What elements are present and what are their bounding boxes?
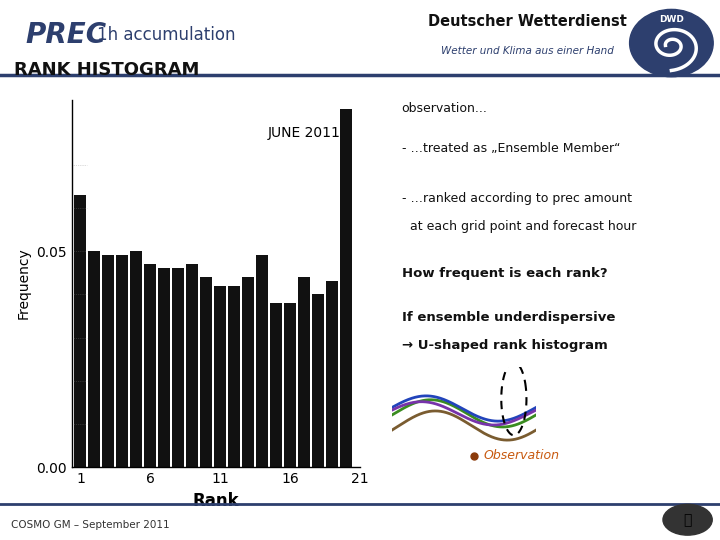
- Circle shape: [663, 504, 712, 535]
- Bar: [284, 303, 296, 467]
- Bar: [256, 255, 268, 467]
- Bar: [215, 286, 226, 467]
- Text: How frequent is each rank?: How frequent is each rank?: [402, 267, 607, 280]
- Bar: [200, 277, 212, 467]
- Bar: [117, 255, 128, 467]
- Text: Deutscher Wetterdienst: Deutscher Wetterdienst: [428, 15, 627, 29]
- Bar: [172, 268, 184, 467]
- Text: 🦅: 🦅: [683, 513, 692, 526]
- Bar: [326, 281, 338, 467]
- Text: observation...: observation...: [402, 102, 487, 115]
- Bar: [312, 294, 324, 467]
- Text: JUNE 2011: JUNE 2011: [268, 126, 341, 140]
- Text: If ensemble underdispersive: If ensemble underdispersive: [402, 311, 615, 324]
- Text: COSMO GM – September 2011: COSMO GM – September 2011: [11, 519, 169, 530]
- X-axis label: Rank: Rank: [193, 491, 239, 510]
- Text: Observation: Observation: [484, 449, 559, 462]
- Text: RANK HISTOGRAM: RANK HISTOGRAM: [14, 61, 199, 79]
- Bar: [186, 264, 198, 467]
- Bar: [298, 277, 310, 467]
- Text: - …ranked according to prec amount: - …ranked according to prec amount: [402, 192, 631, 205]
- Bar: [340, 109, 352, 467]
- Y-axis label: Frequency: Frequency: [17, 248, 31, 319]
- Bar: [102, 255, 114, 467]
- Bar: [270, 303, 282, 467]
- Bar: [89, 251, 100, 467]
- Bar: [130, 251, 143, 467]
- Text: 1h accumulation: 1h accumulation: [97, 26, 235, 44]
- Bar: [74, 195, 86, 467]
- Circle shape: [629, 9, 714, 77]
- Text: Wetter und Klima aus einer Hand: Wetter und Klima aus einer Hand: [441, 46, 613, 56]
- Bar: [228, 286, 240, 467]
- Text: → U-shaped rank histogram: → U-shaped rank histogram: [402, 339, 608, 352]
- Bar: [158, 268, 170, 467]
- Text: at each grid point and forecast hour: at each grid point and forecast hour: [402, 220, 636, 233]
- Text: DWD: DWD: [659, 15, 684, 24]
- Bar: [242, 277, 254, 467]
- Bar: [144, 264, 156, 467]
- Text: - …treated as „Ensemble Member“: - …treated as „Ensemble Member“: [402, 142, 620, 155]
- Text: PREC: PREC: [25, 21, 107, 49]
